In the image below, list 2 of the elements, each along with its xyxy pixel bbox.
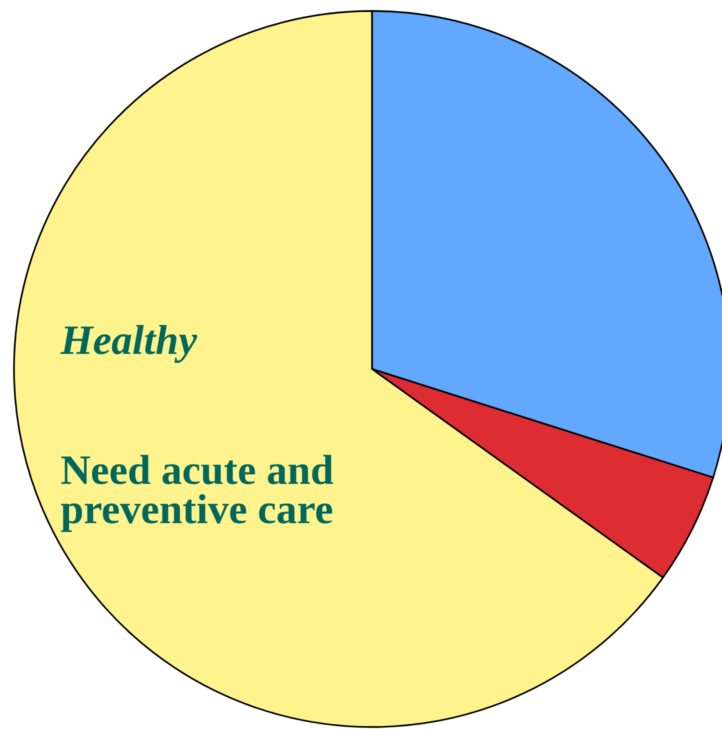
text: Need acute and preventive care	[61, 454, 334, 532]
slice-label: Healthy	[60, 324, 198, 363]
